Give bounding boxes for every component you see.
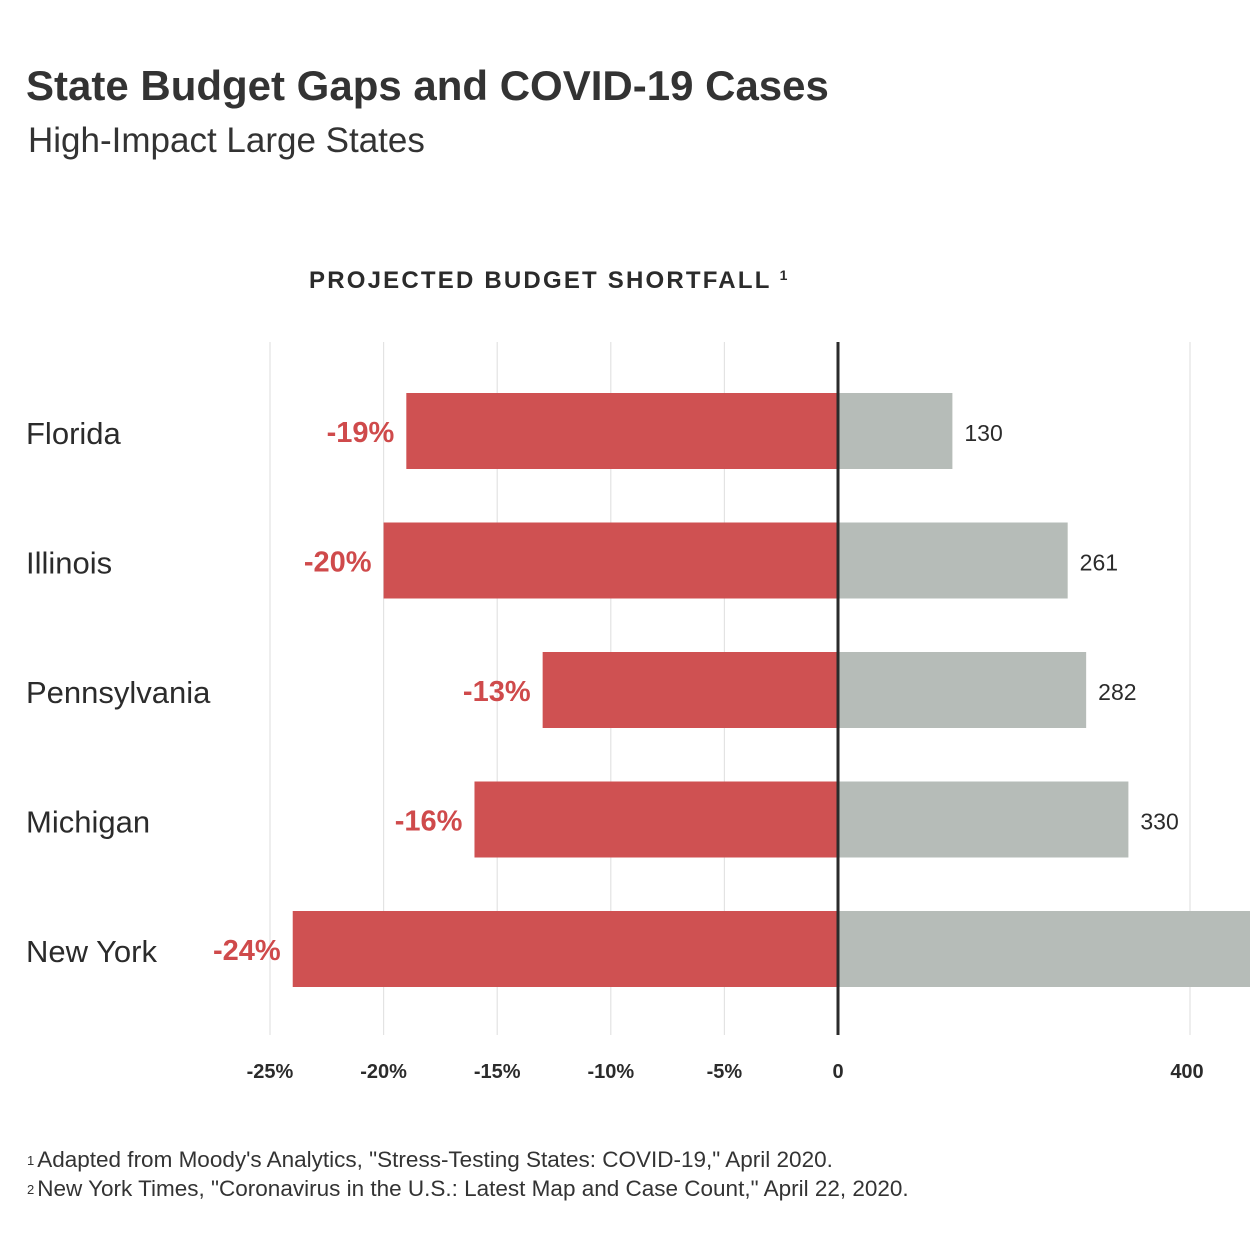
x-tick-label-left: -25% [247,1061,294,1083]
shortfall-value-label: -19% [327,417,395,449]
shortfall-bar [542,652,838,728]
cases-bar [838,393,953,469]
footnotes: 1 Adapted from Moody's Analytics, "Stress… [27,1145,909,1203]
cases-bar [838,522,1068,599]
category-label: Michigan [26,805,150,840]
footnote-2: 2 New York Times, "Coronavirus in the U.S… [27,1174,909,1203]
chart-section-title-footnote-mark: 1 [780,267,790,283]
footnote-1-text: Adapted from Moody's Analytics, "Stress-… [37,1147,833,1172]
cases-bar [838,652,1087,728]
shortfall-bar [292,911,839,987]
shortfall-bar [474,781,838,858]
footnote-2-text: New York Times, "Coronavirus in the U.S.… [37,1176,909,1201]
shortfall-bar [406,393,838,469]
shortfall-value-label: -13% [463,676,531,708]
cases-value-label: 261 [1080,550,1118,576]
x-tick-label-left: 0 [832,1061,843,1083]
footnote-1-mark: 1 [27,1153,35,1168]
x-tick-label-left: -20% [360,1061,407,1083]
x-tick-label-left: -10% [587,1061,634,1083]
chart-section-title: PROJECTED BUDGET SHORTFALL 1 [309,267,790,294]
category-label: New York [26,934,157,969]
x-tick-label-right: 400 [1170,1061,1203,1083]
category-label: Illinois [26,546,112,581]
cases-value-label: 282 [1098,679,1136,705]
cases-value-label: 130 [964,420,1002,446]
shortfall-value-label: -20% [304,547,372,579]
chart-subtitle: High-Impact Large States [28,121,425,160]
shortfall-value-label: -24% [213,935,281,967]
cases-bar [838,781,1129,858]
cases-bar [838,911,1250,987]
category-label: Florida [26,416,122,451]
diverging-bar-chart: PROJECTED BUDGET SHORTFALL 1 Florida -19% 13… [26,267,1250,1083]
chart-title: State Budget Gaps and COVID-19 Cases [26,62,829,109]
shortfall-value-label: -16% [395,806,463,838]
footnote-2-mark: 2 [27,1182,35,1197]
cases-value-label: 330 [1140,809,1178,835]
footnote-1: 1 Adapted from Moody's Analytics, "Stress… [27,1145,909,1174]
shortfall-bar [383,522,838,599]
category-label: Pennsylvania [26,675,211,710]
x-tick-label-left: -5% [707,1061,743,1083]
chart-section-title-text: PROJECTED BUDGET SHORTFALL [309,267,772,294]
x-tick-label-left: -15% [474,1061,521,1083]
